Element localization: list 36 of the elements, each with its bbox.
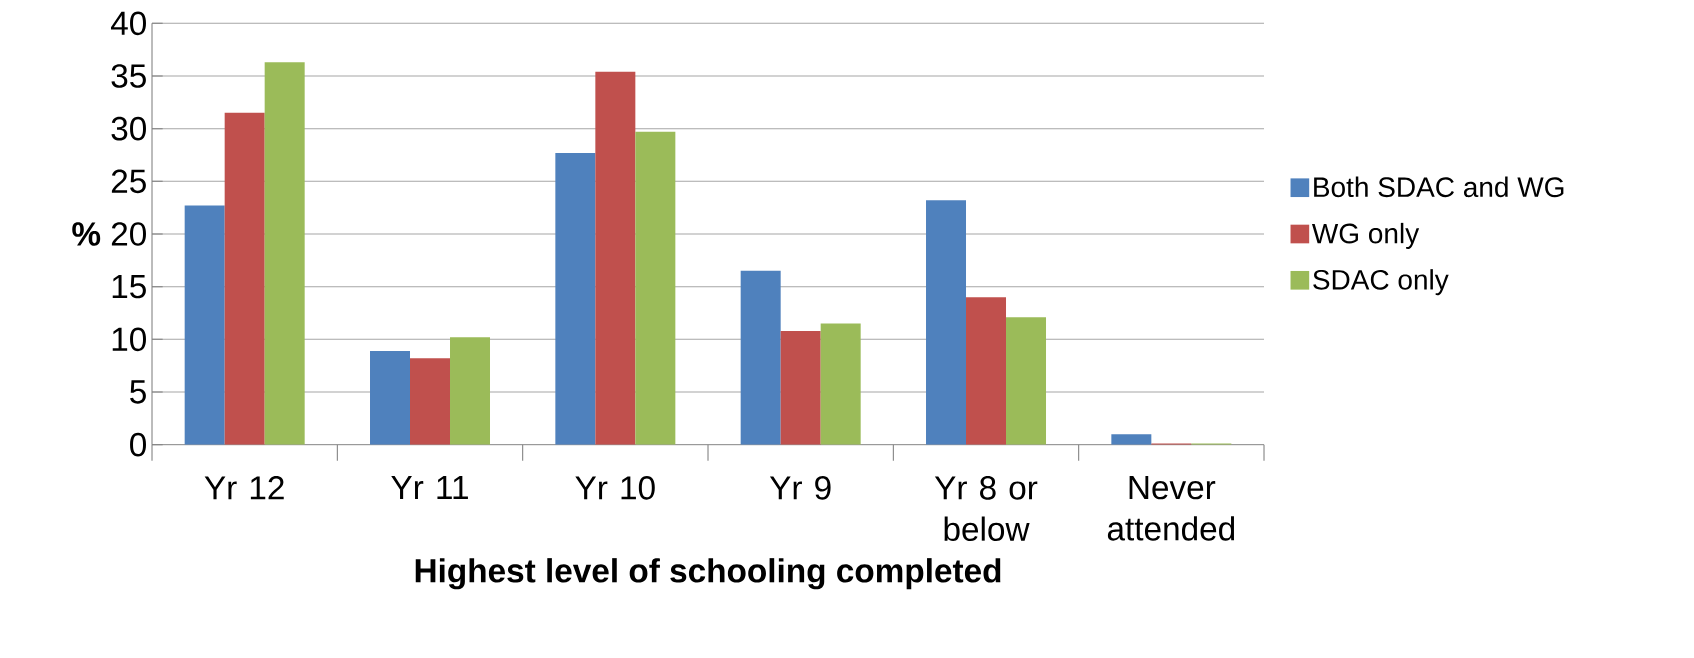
bar [1006, 317, 1047, 445]
bar [370, 350, 411, 445]
bar [555, 152, 596, 445]
bar [224, 112, 265, 445]
y-tick-label: 15 [112, 275, 146, 299]
legend-label: SDAC only [1313, 269, 1449, 296]
y-tick-label: 35 [111, 64, 146, 88]
bar [184, 205, 225, 445]
y-tick-label: 0 [130, 432, 146, 457]
x-tick-label: Yr 8 or below [934, 476, 1038, 541]
x-axis-title: Highest level of schooling completed [415, 558, 1001, 590]
bar [966, 297, 1007, 445]
x-tick-label: Yr 12 [204, 476, 284, 500]
bar [450, 337, 491, 445]
y-tick-label: 10 [112, 327, 146, 352]
y-tick-label: 30 [111, 116, 146, 141]
bar [410, 358, 451, 445]
y-tick-label: 40 [110, 11, 146, 36]
bar [635, 131, 676, 445]
x-tick-label: Yr 9 [769, 476, 831, 500]
x-tick-label: Never attended [1107, 476, 1235, 541]
legend-label: WG only [1311, 222, 1420, 249]
bar [1111, 434, 1152, 445]
y-tick-label: 25 [111, 169, 146, 194]
legend-label: Both SDAC and WG [1314, 176, 1564, 198]
bar [780, 330, 821, 445]
y-tick-label: 20 [111, 222, 146, 246]
bar [264, 62, 305, 445]
bar [926, 200, 967, 445]
bar [740, 270, 781, 445]
bar [820, 323, 861, 445]
bar [595, 71, 636, 445]
y-tick-label: 5 [130, 380, 146, 404]
y-axis-title: % [72, 222, 101, 246]
x-tick-label: Yr 11 [391, 476, 468, 499]
x-tick-label: Yr 10 [575, 476, 655, 500]
